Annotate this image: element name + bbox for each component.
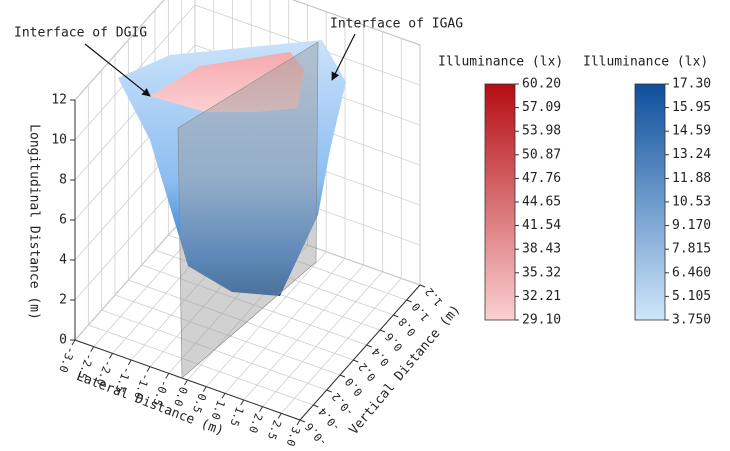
annotation: Interface of DGIG [14,26,147,41]
colorbar-tick-label: 38.43 [522,242,561,257]
x-tick [240,399,245,406]
z-axis-label: Longitudinal Distance (m) [27,124,42,320]
y-tick [353,359,359,363]
annotation-arrow [331,33,356,81]
y-tick-label: 0.6 [383,330,406,354]
y-tick-label: 0.0 [343,375,366,399]
z-tick-label: 8 [59,173,67,188]
colorbar [484,83,516,321]
y-tick-label: 0.2 [356,360,379,384]
colorbar-tick-label: 7.815 [672,242,711,257]
y-tick [339,374,346,378]
colorbar-tick-label: 10.53 [672,194,711,209]
annotations: Interface of DGIG Interface of IGAG [14,17,463,97]
colorbar-tick-label: 41.54 [522,218,561,233]
x-tick [165,373,170,379]
x-tick [296,419,301,426]
y-tick [326,389,332,393]
x-tick-label: 1.0 [209,398,228,421]
grid-line [114,294,341,376]
z-tick-label: 12 [51,93,67,108]
y-tick-label: 0.8 [396,315,419,339]
y-tick [393,314,399,318]
y-tick-label: 1.2 [423,285,446,309]
x-tick [127,359,132,366]
z-tick-label: 10 [51,133,67,148]
grid-line [88,324,314,406]
grid-line [292,0,421,46]
colorbar-tick-label: 17.30 [672,77,711,92]
y-tick-label: 0.4 [369,345,392,369]
x-tick [109,353,113,359]
x-tick [277,413,282,419]
colorbar-tick-label: 11.88 [672,171,711,186]
grid-line [243,264,365,401]
y-tick [379,329,386,333]
x-tick [71,339,76,346]
annotation-arrow [84,43,151,97]
x-tick-label: 0.5 [190,392,209,415]
grid-line [205,251,327,387]
x-tick-label: 1.5 [227,405,246,428]
y-tick [299,419,306,423]
colorbar-tick-label: 53.98 [522,124,561,139]
axis-line [299,284,421,421]
z-tick-label: 6 [59,213,67,228]
x-tick [259,406,263,412]
annotation: Interface of IGAG [330,17,463,32]
z-tick-label: 0 [59,333,67,348]
colorbar-tick-label: 60.20 [522,77,561,92]
colorbar [634,83,666,321]
colorbar-tick-label: 44.65 [522,195,561,210]
x-tick [202,386,207,392]
x-tick-label: 2.5 [265,418,284,441]
grid-line [128,279,354,361]
colorbar-tick-label: 9.170 [672,218,711,233]
x-tick [90,346,95,352]
y-tick [313,404,319,408]
colorbar-title: Illuminance (lx) [583,55,708,70]
colorbar-tick-label: 57.09 [522,100,561,115]
colorbar-tick-label: 35.32 [522,265,561,280]
y-tick [406,299,412,303]
colorbar-tick-label: 14.59 [672,124,711,139]
slice-plane [177,41,319,379]
grid-line [74,0,165,101]
z-tick-label: 4 [59,253,67,268]
x-tick-label: 3.0 [284,425,303,448]
x-tick-label: 0.0 [171,385,190,408]
grid-line [262,271,383,407]
surface [118,40,346,379]
y-tick-label: 1.0 [409,300,432,324]
colorbar-tick-label: 29.10 [522,313,561,328]
colorbar-tick-label: 3.750 [672,313,711,328]
colorbar-tick-label: 15.95 [672,100,711,115]
inner-surface [150,52,304,112]
z-tick-label: 2 [59,293,67,308]
colorbar-tick-label: 13.24 [672,147,711,162]
colorbar-tick-label: 6.460 [672,265,711,280]
colorbar-title: Illuminance (lx) [438,55,563,70]
x-tick [184,379,188,386]
grid-line [280,278,402,414]
x-tick-label: 2.0 [246,412,265,435]
grid-line [141,264,367,346]
x-tick [221,393,226,399]
colorbar-tick-label: 50.87 [522,147,561,162]
colorbar-tick-label: 32.21 [522,289,561,304]
y-tick [366,344,372,348]
x-tick [146,366,151,372]
y-tick [419,284,426,288]
grid-line [74,204,196,341]
colorbar-tick-label: 47.76 [522,171,561,186]
grid-line [224,258,346,394]
x-tick-label: -3.0 [56,345,77,374]
colorbar-tick-label: 5.105 [672,289,711,304]
